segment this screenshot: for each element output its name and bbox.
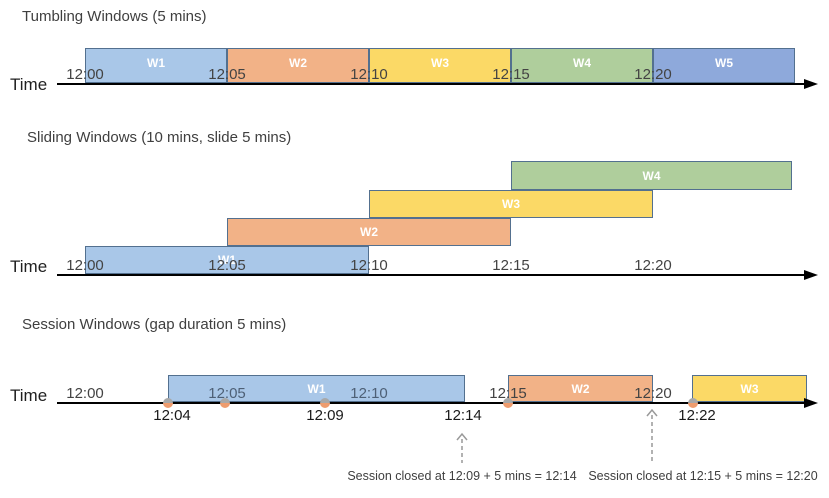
window-label: W2 xyxy=(289,56,307,70)
axis-arrow-icon xyxy=(804,79,818,89)
sliding-window-w4: W4 xyxy=(511,161,792,190)
tick-label: 12:15 xyxy=(492,66,530,83)
tick-label: 12:00 xyxy=(66,257,104,274)
axis-arrow-icon xyxy=(804,270,818,280)
tumbling-window-w5: W5 xyxy=(653,48,795,83)
tumbling-window-w3: W3 xyxy=(369,48,511,83)
event-dot xyxy=(220,398,230,408)
sliding-window-w3: W3 xyxy=(369,190,653,218)
window-label: W3 xyxy=(740,381,759,396)
section-title-sliding: Sliding Windows (10 mins, slide 5 mins) xyxy=(27,129,292,146)
tick-label: 12:00 xyxy=(66,66,104,83)
session-closed-annotation-1: Session closed at 12:09 + 5 mins = 12:14 xyxy=(347,469,577,483)
event-time-label: 12:04 xyxy=(153,407,191,424)
window-label: W2 xyxy=(360,225,378,239)
session-window-w1: W1 xyxy=(168,375,465,402)
axis-arrow-icon xyxy=(804,398,818,408)
sliding-window-w1: W1 xyxy=(85,246,369,274)
section-title-session: Session Windows (gap duration 5 mins) xyxy=(22,316,287,333)
window-label: W1 xyxy=(147,56,165,70)
tick-label: 12:15 xyxy=(492,257,530,274)
tick-label: 12:20 xyxy=(634,66,672,83)
time-axis xyxy=(57,402,807,404)
tick-label: 12:10 xyxy=(350,385,388,402)
time-axis xyxy=(57,83,807,85)
window-label: W2 xyxy=(571,381,590,396)
session-window-w3: W3 xyxy=(692,375,807,402)
tick-label: 12:15 xyxy=(489,385,527,402)
event-dot xyxy=(688,398,698,408)
event-time-label: 12:09 xyxy=(306,407,344,424)
tumbling-window-w4: W4 xyxy=(511,48,653,83)
sliding-window-w2: W2 xyxy=(227,218,511,246)
tick-label: 12:05 xyxy=(208,385,246,402)
event-time-label: 12:22 xyxy=(678,407,716,424)
session-closed-annotation-2: Session closed at 12:15 + 5 mins = 12:20 xyxy=(588,469,818,483)
section-title-tumbling: Tumbling Windows (5 mins) xyxy=(22,8,207,25)
tumbling-window-w1: W1 xyxy=(85,48,227,83)
dashed-up-arrow-icon xyxy=(646,408,658,463)
tick-label: 12:20 xyxy=(634,257,672,274)
window-label: W4 xyxy=(573,56,591,70)
time-axis-label: Time xyxy=(10,257,48,276)
window-label: W3 xyxy=(502,197,520,211)
event-dot xyxy=(503,398,513,408)
tick-label: 12:10 xyxy=(350,257,388,274)
dashed-up-arrow-icon xyxy=(456,432,468,463)
tick-label: 12:00 xyxy=(66,385,104,402)
event-dot xyxy=(320,398,330,408)
window-label: W1 xyxy=(218,253,236,267)
window-label: W3 xyxy=(431,56,449,70)
tick-label: 12:05 xyxy=(208,66,246,83)
window-label: W5 xyxy=(715,56,733,70)
tumbling-window-w2: W2 xyxy=(227,48,369,83)
tick-label: 12:20 xyxy=(634,385,672,402)
window-label: W1 xyxy=(307,381,326,396)
event-time-label: 12:14 xyxy=(444,407,482,424)
tick-label: 12:10 xyxy=(350,66,388,83)
window-label: W4 xyxy=(642,168,661,183)
time-axis-label: Time xyxy=(10,386,48,405)
tick-label: 12:05 xyxy=(208,257,246,274)
event-dot xyxy=(163,398,173,408)
session-window-w2: W2 xyxy=(508,375,653,402)
time-axis xyxy=(57,274,807,276)
time-axis-label: Time xyxy=(10,75,48,94)
